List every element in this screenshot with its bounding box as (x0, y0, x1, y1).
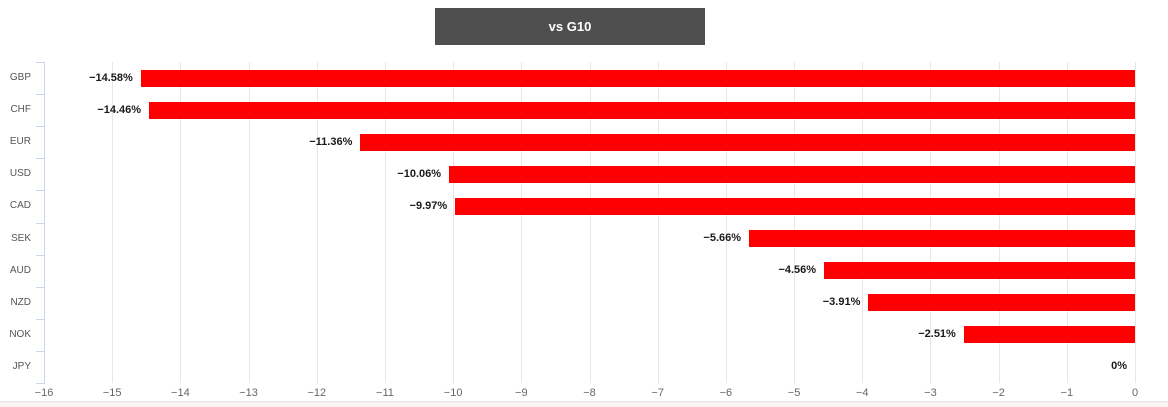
bar-sek (749, 230, 1135, 248)
y-axis-tick (36, 94, 44, 96)
gridline (316, 62, 318, 383)
bar-cad (455, 197, 1135, 215)
y-axis-tick (36, 286, 44, 288)
x-axis-tick-label: −6 (719, 387, 733, 399)
value-label-chf: −14.46% (97, 103, 142, 116)
category-label-aud: AUD (9, 264, 31, 276)
gridline (1135, 62, 1136, 383)
category-label-usd: USD (9, 168, 31, 180)
gridline (930, 62, 932, 383)
x-axis-tick-label: −5 (787, 387, 801, 399)
x-axis-tick-label: −11 (376, 387, 394, 399)
y-axis-tick (36, 350, 44, 352)
x-axis-tick-label: −1 (1060, 387, 1074, 399)
chart-title: vs G10 (435, 8, 705, 45)
value-label-nzd: −3.91% (822, 296, 861, 309)
x-axis-tick-label: −3 (924, 387, 937, 399)
bar-chf (149, 101, 1135, 119)
y-axis-tick (36, 383, 44, 384)
y-axis-line (44, 62, 45, 384)
gridline (862, 62, 864, 383)
gridline (521, 62, 523, 383)
x-axis-tick-label: 0 (1131, 387, 1139, 399)
value-label-eur: −11.36% (309, 135, 353, 148)
bar-gbp (140, 69, 1135, 87)
category-label-nok: NOK (9, 328, 31, 340)
bar-eur (360, 133, 1135, 151)
bar-aud (824, 262, 1135, 280)
gridline (998, 62, 1000, 383)
x-axis-tick-label: −10 (443, 387, 463, 399)
category-label-eur: EUR (9, 136, 31, 148)
value-label-nok: −2.51% (918, 328, 956, 341)
value-label-aud: −4.56% (778, 264, 817, 277)
x-axis-tick-label: −16 (34, 387, 54, 399)
value-label-usd: −10.06% (397, 167, 442, 180)
y-axis-tick (36, 190, 44, 192)
y-axis-tick (36, 254, 44, 256)
gridline (725, 62, 727, 383)
x-axis-tick-label: −13 (239, 387, 258, 399)
value-label-cad: −9.97% (409, 199, 448, 212)
x-axis-tick-label: −12 (307, 387, 327, 399)
gridline (1066, 62, 1068, 383)
gridline (453, 62, 455, 383)
value-label-jpy: 0% (1111, 360, 1127, 373)
gridline (112, 62, 114, 383)
category-label-cad: CAD (9, 200, 31, 212)
category-label-chf: CHF (10, 104, 31, 116)
y-axis-tick (36, 158, 44, 160)
x-axis-tick-label: −2 (992, 387, 1005, 399)
x-axis-tick-label: −15 (102, 387, 122, 399)
gridline (248, 62, 250, 383)
x-axis-tick-label: −4 (855, 387, 869, 399)
x-axis-tick-label: −9 (515, 387, 528, 399)
value-label-sek: −5.66% (703, 232, 742, 245)
gridline (657, 62, 659, 383)
gridline (794, 62, 796, 383)
value-label-gbp: −14.58% (89, 71, 133, 84)
y-axis-tick (36, 318, 44, 320)
gridline (384, 62, 386, 383)
bar-nzd (868, 294, 1135, 312)
category-label-gbp: GBP (9, 72, 31, 84)
x-axis-tick-label: −8 (583, 387, 596, 399)
bar-nok (963, 326, 1135, 344)
footer-strip (0, 401, 1168, 407)
bar-usd (449, 165, 1135, 183)
y-axis-tick (36, 222, 44, 224)
x-axis-tick-label: −14 (171, 387, 190, 399)
x-axis-tick-label: −7 (651, 387, 664, 399)
y-axis-tick (36, 62, 44, 63)
gridline (180, 62, 182, 383)
category-label-jpy: JPY (12, 360, 31, 372)
category-label-sek: SEK (10, 232, 31, 244)
gridline (589, 62, 591, 383)
y-axis-tick (36, 126, 44, 128)
category-label-nzd: NZD (10, 296, 31, 308)
